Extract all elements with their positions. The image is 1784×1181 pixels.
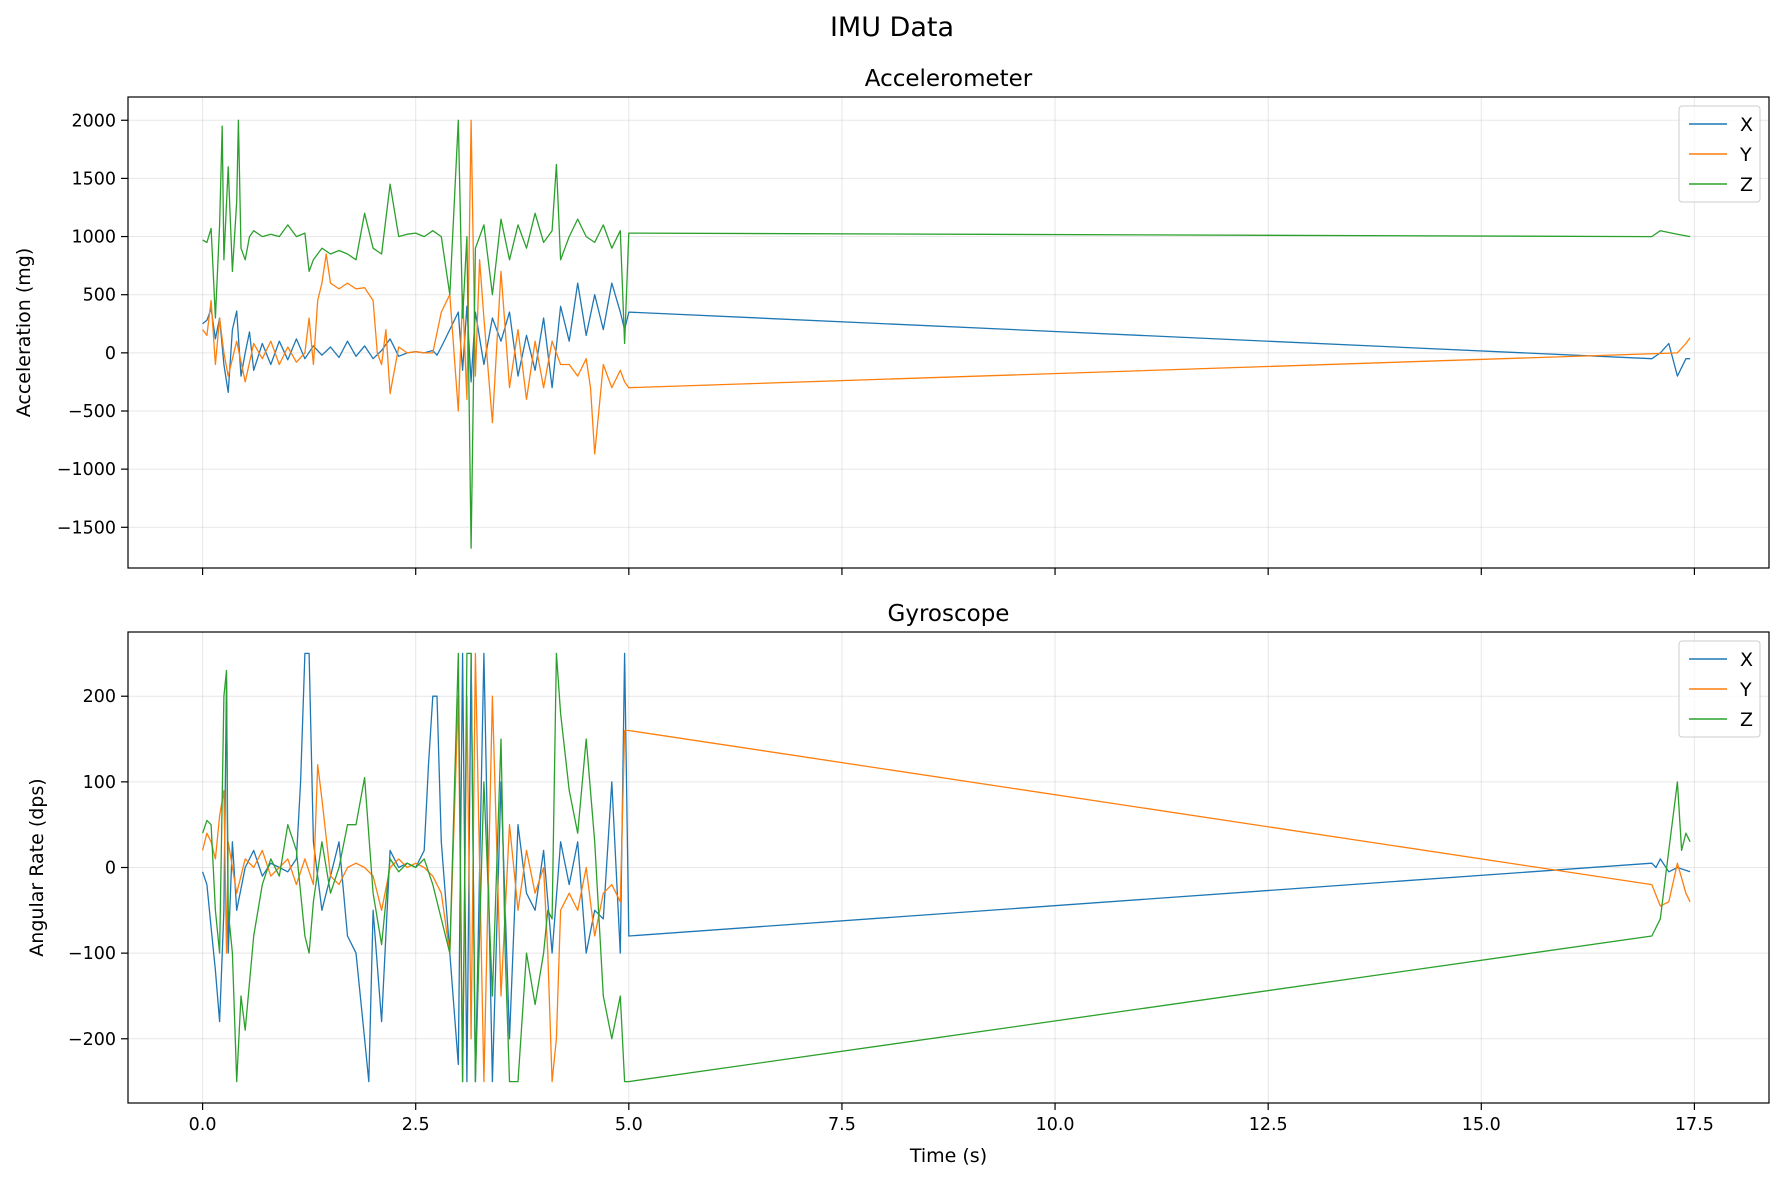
y-axis-label: Acceleration (mg) [13,248,35,418]
y-tick-label: 2000 [71,111,116,131]
figure-title: IMU Data [830,12,954,43]
x-axis-label: Time (s) [909,1145,987,1167]
y-tick-label: 0 [105,344,116,364]
legend-label-y: Y [1739,144,1752,166]
y-tick-label: 0 [105,859,116,879]
series-line-x [201,652,1691,1083]
x-tick-label: 15.0 [1462,1115,1501,1135]
y-tick-label: 1000 [71,228,116,248]
x-tick-label: 17.5 [1675,1115,1714,1135]
x-tick-label: 5.0 [615,1115,643,1135]
x-tick-label: 10.0 [1036,1115,1075,1135]
axes-title: Accelerometer [865,66,1033,92]
series-line-y [202,119,1691,455]
series-line-y [201,652,1691,1083]
series-line-z [201,652,1691,1083]
y-tick-label: 1500 [71,169,116,189]
gyroscope-axes: 0.0 2.5 5.0 7.5 10.0 12.5 15.0 17.5 −200 −100 0 100… [26,601,1770,1167]
legend-label-y: Y [1739,679,1752,701]
y-tick-label: 200 [83,687,116,707]
legend-label-z: Z [1740,709,1753,731]
y-tick-label: −500 [68,402,116,422]
legend: XYZ [1678,105,1761,203]
y-tick-label: 100 [83,773,116,793]
accelerometer-axes: −1500 −1000 −500 0 500 1000 1500 2000 Accelerome… [13,66,1770,575]
y-tick-label: −1500 [57,518,116,538]
y-axis-label: Angular Rate (dps) [26,778,48,956]
y-tick-label: 500 [83,286,116,306]
x-tick-label: 7.5 [828,1115,856,1135]
legend: XYZ [1678,640,1761,738]
x-tick-label: 12.5 [1249,1115,1288,1135]
legend-label-x: X [1740,114,1753,136]
y-tick-label: −200 [68,1030,116,1050]
series-line-z [202,119,1691,549]
axes-frame [127,96,1770,569]
y-tick-label: −100 [68,944,116,964]
legend-label-x: X [1740,649,1753,671]
axes-title: Gyroscope [888,601,1010,627]
x-tick-label: 0.0 [189,1115,217,1135]
x-tick-label: 2.5 [402,1115,430,1135]
legend-label-z: Z [1740,174,1753,196]
y-tick-label: −1000 [57,460,116,480]
